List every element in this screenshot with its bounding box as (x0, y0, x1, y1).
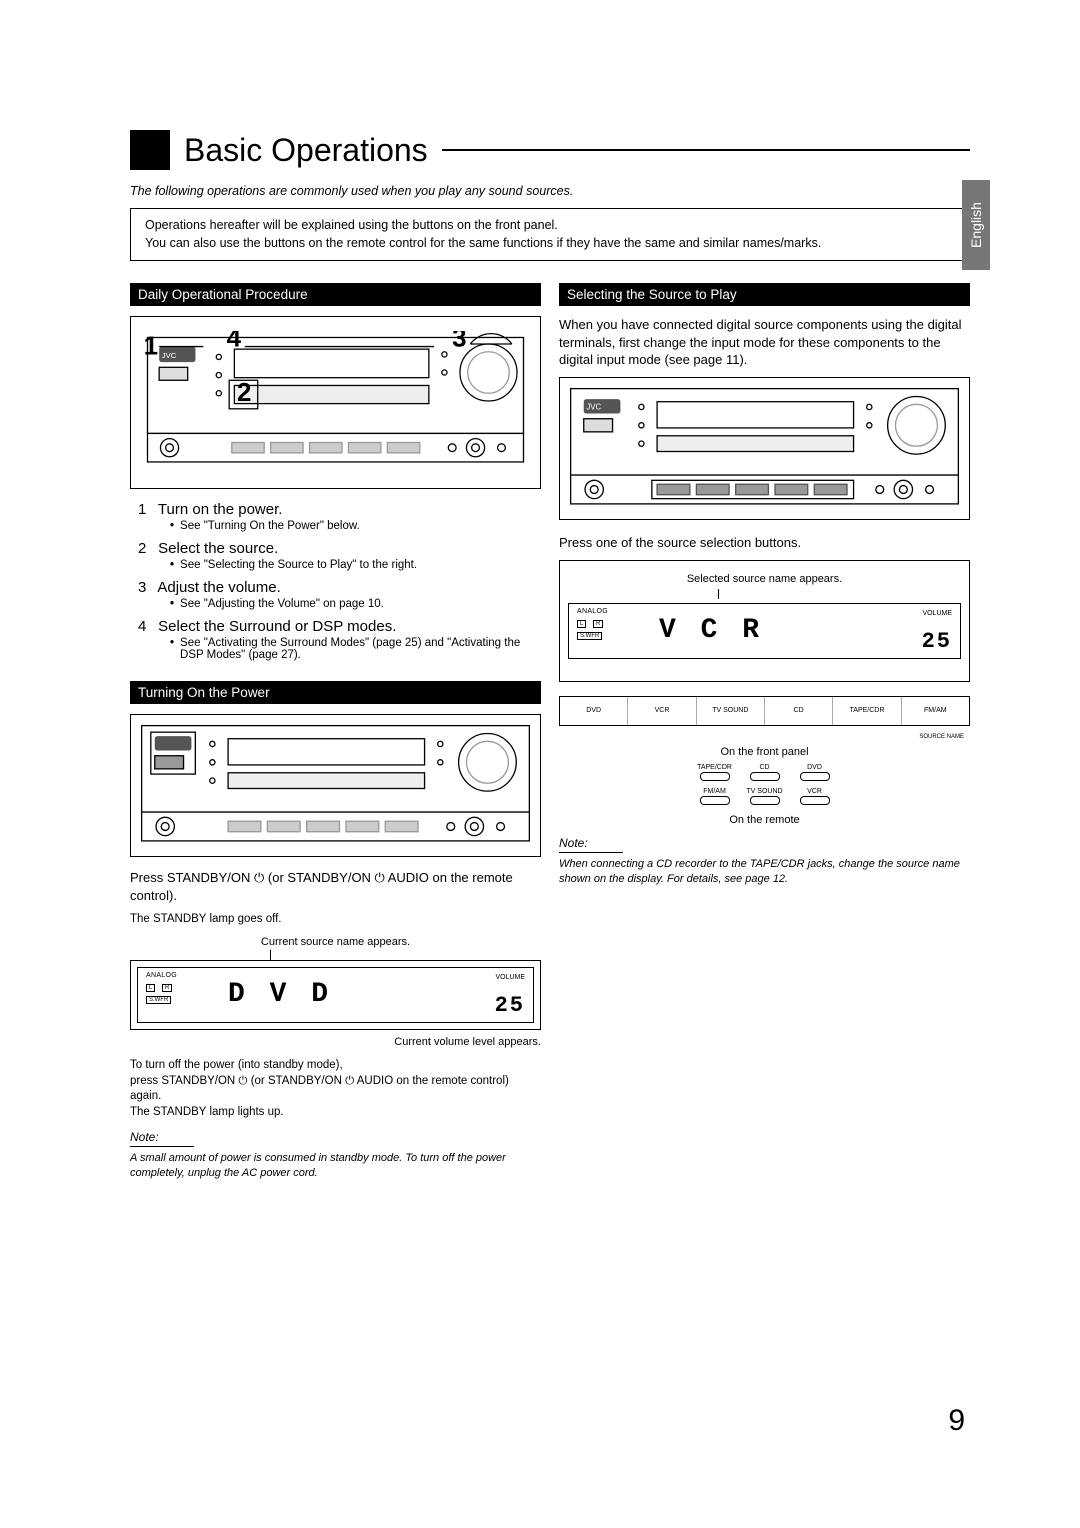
lcd-swfr-indicator: S.WFR (146, 996, 171, 1004)
step: 3 Adjust the volume. (138, 579, 541, 596)
lcd-l-indicator: L (577, 620, 586, 628)
remote-buttons: TAPE/CDR CD DVD FM/AM TV SOUND VCR (695, 764, 835, 808)
lcd-r-indicator: R (162, 984, 172, 992)
title-rule (442, 149, 970, 151)
heading-daily: Daily Operational Procedure (130, 283, 541, 306)
right-column: Selecting the Source to Play When you ha… (559, 283, 970, 1181)
page-title: Basic Operations (184, 132, 428, 169)
note-body: A small amount of power is consumed in s… (130, 1151, 541, 1181)
page-title-row: Basic Operations (130, 130, 970, 170)
panel-caption: On the front panel (559, 746, 970, 758)
svg-text:4: 4 (227, 331, 242, 353)
source-name-label: SOURCE NAME (919, 734, 964, 740)
remote-button-tapecdr[interactable]: TAPE/CDR (695, 764, 735, 784)
box-note-line: You can also use the buttons on the remo… (145, 235, 955, 253)
remote-button-vcr[interactable]: VCR (795, 788, 835, 808)
svg-text:3: 3 (452, 331, 466, 353)
receiver-front-icon (139, 723, 532, 849)
daily-device-illustration: JVC (130, 316, 541, 489)
turning-on-after: The STANDBY lamp goes off. (130, 912, 541, 928)
lcd-analog-indicator: ANALOG (577, 608, 608, 615)
panel-button-dvd[interactable]: DVD (560, 697, 627, 725)
receiver-front-icon: JVC (568, 386, 961, 512)
lcd-source-text: D V D (228, 979, 332, 1010)
note-rule (559, 852, 623, 853)
svg-text:2: 2 (237, 379, 251, 407)
page-number: 9 (948, 1404, 965, 1438)
boxed-note: Operations hereafter will be explained u… (130, 208, 970, 261)
selecting-device-illustration: JVC (559, 377, 970, 521)
lcd-swfr-indicator: S.WFR (577, 632, 602, 640)
remote-button-dvd[interactable]: DVD (795, 764, 835, 784)
title-block-icon (130, 130, 170, 170)
lcd-l-indicator: L (146, 984, 155, 992)
steps-list: 1 Turn on the power. •See "Turning On th… (130, 501, 541, 661)
panel-source-buttons: DVD VCR TV SOUND CD TAPE/CDR FM/AM (559, 696, 970, 726)
left-column: Daily Operational Procedure JVC (130, 283, 541, 1181)
heading-turning-on: Turning On the Power (130, 681, 541, 704)
step: 2 Select the source. (138, 540, 541, 557)
lcd-volume-label: VOLUME (495, 974, 525, 981)
lcd-screen: ANALOG L R S.WFR D V D VOLUME 25 (137, 967, 534, 1023)
lcd-source-text: V C R (659, 615, 763, 646)
step-sub: •See "Selecting the Source to Play" to t… (170, 559, 541, 571)
remote-button-cd[interactable]: CD (745, 764, 785, 784)
svg-text:1: 1 (144, 332, 158, 360)
intro-text: The following operations are commonly us… (130, 184, 970, 198)
lcd-top-caption: Current source name appears. (130, 936, 541, 948)
remote-button-fmam[interactable]: FM/AM (695, 788, 735, 808)
heading-selecting: Selecting the Source to Play (559, 283, 970, 306)
step: 4 Select the Surround or DSP modes. (138, 618, 541, 635)
panel-button-cd[interactable]: CD (764, 697, 832, 725)
step-sub: •See "Activating the Surround Modes" (pa… (170, 637, 541, 661)
remote-button-tvsound[interactable]: TV SOUND (745, 788, 785, 808)
panel-button-tvsound[interactable]: TV SOUND (696, 697, 764, 725)
selecting-para: When you have connected digital source c… (559, 316, 970, 369)
lcd-r-indicator: R (593, 620, 603, 628)
turning-on-device-illustration (130, 714, 541, 858)
turning-on-para: Press STANDBY/ON ⏻ (or STANDBY/ON ⏻ AUDI… (130, 869, 541, 904)
svg-text:JVC: JVC (586, 402, 601, 411)
receiver-front-icon: JVC (141, 331, 530, 474)
lcd-volume-value: 25 (922, 629, 952, 654)
box-note-line: Operations hereafter will be explained u… (145, 217, 955, 235)
press-para: Press one of the source selection button… (559, 534, 970, 552)
turn-off-text: To turn off the power (into standby mode… (130, 1058, 541, 1120)
lcd-bottom-caption: Current volume level appears. (130, 1036, 541, 1048)
panel-button-fmam[interactable]: FM/AM (901, 697, 969, 725)
note-label: Note: (559, 836, 970, 850)
remote-caption: On the remote (559, 814, 970, 826)
language-label: English (968, 202, 984, 248)
lcd-screen: ANALOG L R S.WFR V C R VOLUME 25 (568, 603, 961, 659)
step: 1 Turn on the power. (138, 501, 541, 518)
panel-button-vcr[interactable]: VCR (627, 697, 695, 725)
note-label: Note: (130, 1130, 541, 1144)
lcd-top-caption: Selected source name appears. (568, 573, 961, 585)
lcd-analog-indicator: ANALOG (146, 972, 177, 979)
step-sub: •See "Adjusting the Volume" on page 10. (170, 598, 541, 610)
panel-button-tapecdr[interactable]: TAPE/CDR (832, 697, 900, 725)
note-body: When connecting a CD recorder to the TAP… (559, 857, 970, 887)
step-sub: •See "Turning On the Power" below. (170, 520, 541, 532)
lcd-volume-label: VOLUME (922, 610, 952, 617)
note-rule (130, 1146, 194, 1147)
lcd-display: ANALOG L R S.WFR D V D VOLUME 25 (130, 960, 541, 1030)
two-columns: Daily Operational Procedure JVC (130, 283, 970, 1181)
language-tab: English (962, 180, 990, 270)
lcd-volume-value: 25 (495, 993, 525, 1018)
svg-text:JVC: JVC (162, 351, 177, 360)
selecting-lcd-box: Selected source name appears. ANALOG L R… (559, 560, 970, 682)
